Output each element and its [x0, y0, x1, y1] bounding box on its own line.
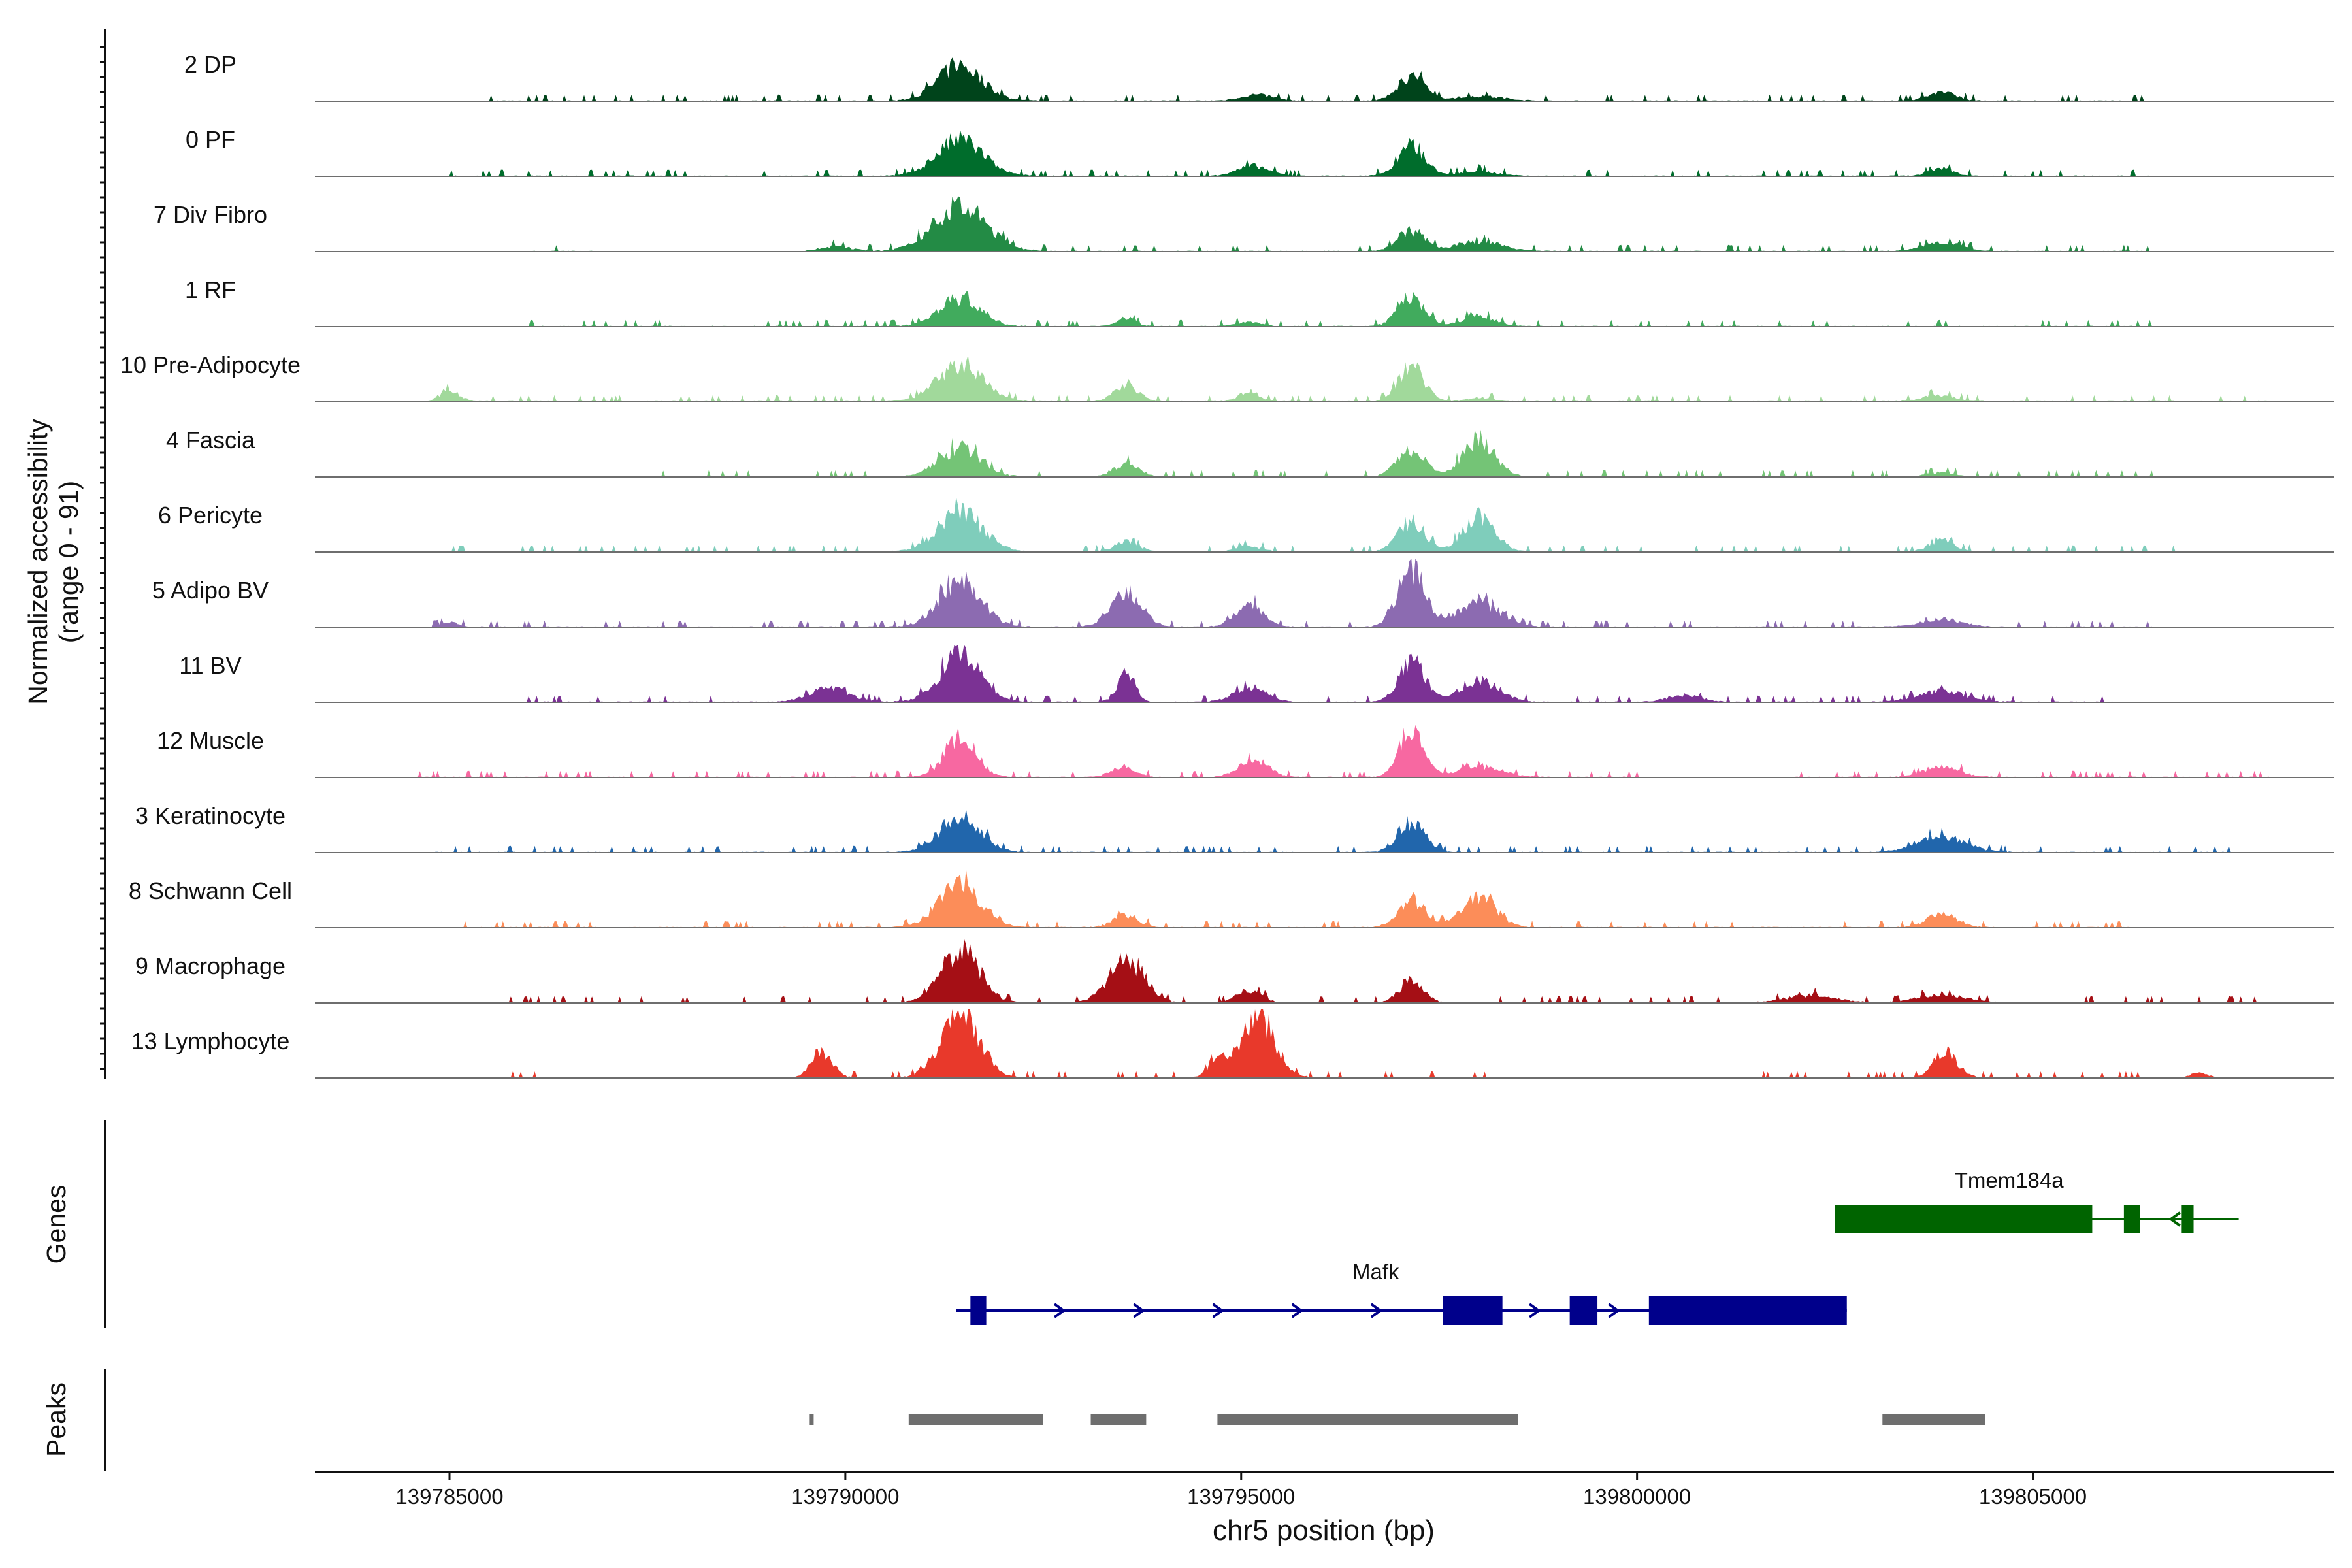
- track-label: 8 Schwann Cell: [129, 877, 292, 904]
- peak-region: [1217, 1414, 1518, 1425]
- strand-arrow: [1053, 1303, 1066, 1318]
- y-axis: [100, 29, 106, 1079]
- x-axis-title: chr5 position (bp): [1213, 1514, 1435, 1546]
- track-9: 11 BV: [179, 644, 2334, 703]
- coverage-area: [315, 644, 2334, 702]
- track-2: 0 PF: [186, 126, 2334, 177]
- track-8: 5 Adipo BV: [152, 559, 2334, 628]
- y-axis-range: (range 0 - 91): [54, 481, 84, 643]
- strand-arrow: [1608, 1303, 1620, 1318]
- track-label: 1 RF: [185, 276, 236, 303]
- peak-region: [908, 1414, 1043, 1425]
- gene-label: Mafk: [1352, 1260, 1399, 1284]
- gene-exon: [2181, 1205, 2194, 1233]
- track-3: 7 Div Fibro: [154, 196, 2334, 252]
- track-label: 0 PF: [186, 126, 235, 153]
- track-label: 2 DP: [184, 51, 237, 78]
- coverage-area: [315, 291, 2334, 327]
- track-label: 3 Keratinocyte: [135, 802, 286, 829]
- track-1: 2 DP: [184, 51, 2334, 102]
- track-12: 8 Schwann Cell: [129, 868, 2334, 928]
- strand-arrow: [1528, 1303, 1541, 1318]
- track-10: 12 Muscle: [157, 725, 2334, 778]
- track-label: 7 Div Fibro: [154, 201, 267, 228]
- peak-region: [809, 1414, 814, 1425]
- track-13: 9 Macrophage: [135, 938, 2334, 1004]
- gene-exon: [1648, 1296, 1847, 1325]
- peak-region: [1090, 1414, 1147, 1425]
- coverage-area: [315, 429, 2334, 477]
- strand-arrow: [1212, 1303, 1224, 1318]
- track-label: 12 Muscle: [157, 727, 264, 754]
- x-tick-label: 139805000: [1979, 1484, 2087, 1509]
- track-label: 11 BV: [179, 652, 241, 679]
- track-label: 10 Pre-Adipocyte: [120, 351, 301, 378]
- coverage-area: [315, 725, 2334, 777]
- strand-arrow: [1370, 1303, 1383, 1318]
- gene-exon: [1835, 1205, 2093, 1233]
- track-11: 3 Keratinocyte: [135, 802, 2334, 853]
- track-label: 4 Fascia: [166, 427, 255, 453]
- x-tick-label: 139785000: [395, 1484, 503, 1509]
- x-tick-label: 139795000: [1187, 1484, 1295, 1509]
- gene-label: Tmem184a: [1955, 1168, 2065, 1192]
- coverage-area: [315, 1009, 2334, 1078]
- coverage-area: [315, 196, 2334, 252]
- coverage-area: [315, 868, 2334, 928]
- strand-arrow: [2168, 1211, 2181, 1227]
- strand-arrow: [1133, 1303, 1145, 1318]
- track-4: 1 RF: [185, 276, 2334, 327]
- gene-track: Tmem184a Mafk: [956, 1168, 2239, 1325]
- peak-track: [809, 1414, 1985, 1425]
- track-6: 4 Fascia: [166, 427, 2334, 478]
- x-axis: 139785000 139790000 139795000 139800000 1398…: [315, 1471, 2334, 1509]
- gene-exon: [2123, 1205, 2140, 1233]
- genes-axis-label: Genes: [41, 1185, 71, 1264]
- strand-arrow: [1291, 1303, 1304, 1318]
- track-14: 13 Lymphocyte: [131, 1009, 2334, 1079]
- gene-exon: [1443, 1296, 1503, 1325]
- track-5: 10 Pre-Adipocyte: [120, 351, 2334, 402]
- coverage-area: [315, 559, 2334, 627]
- track-label: 5 Adipo BV: [152, 577, 269, 604]
- x-tick-label: 139790000: [791, 1484, 899, 1509]
- gene-exon: [970, 1296, 987, 1325]
- track-label: 13 Lymphocyte: [131, 1028, 290, 1054]
- track-label: 9 Macrophage: [135, 953, 286, 979]
- peaks-axis-label: Peaks: [41, 1382, 71, 1457]
- gene-exon: [1569, 1296, 1598, 1325]
- gene-mafk: Mafk: [956, 1260, 1847, 1325]
- coverage-area: [315, 57, 2334, 101]
- coverage-tracks: 2 DP 0 PF 7 Div Fibro 1 RF 10 Pre-Adipocyte 4…: [120, 51, 2334, 1079]
- peak-region: [1882, 1414, 1985, 1425]
- y-axis-title: Normalized accessibility: [23, 419, 53, 705]
- gene-tmem184a: Tmem184a: [1835, 1168, 2239, 1233]
- coverage-area: [315, 497, 2334, 552]
- coverage-area: [315, 129, 2334, 176]
- coverage-area: [315, 938, 2334, 1003]
- coverage-area: [315, 355, 2334, 402]
- track-7: 6 Pericyte: [158, 497, 2334, 553]
- coverage-area: [315, 809, 2334, 853]
- x-tick-label: 139800000: [1583, 1484, 1691, 1509]
- track-label: 6 Pericyte: [158, 502, 263, 529]
